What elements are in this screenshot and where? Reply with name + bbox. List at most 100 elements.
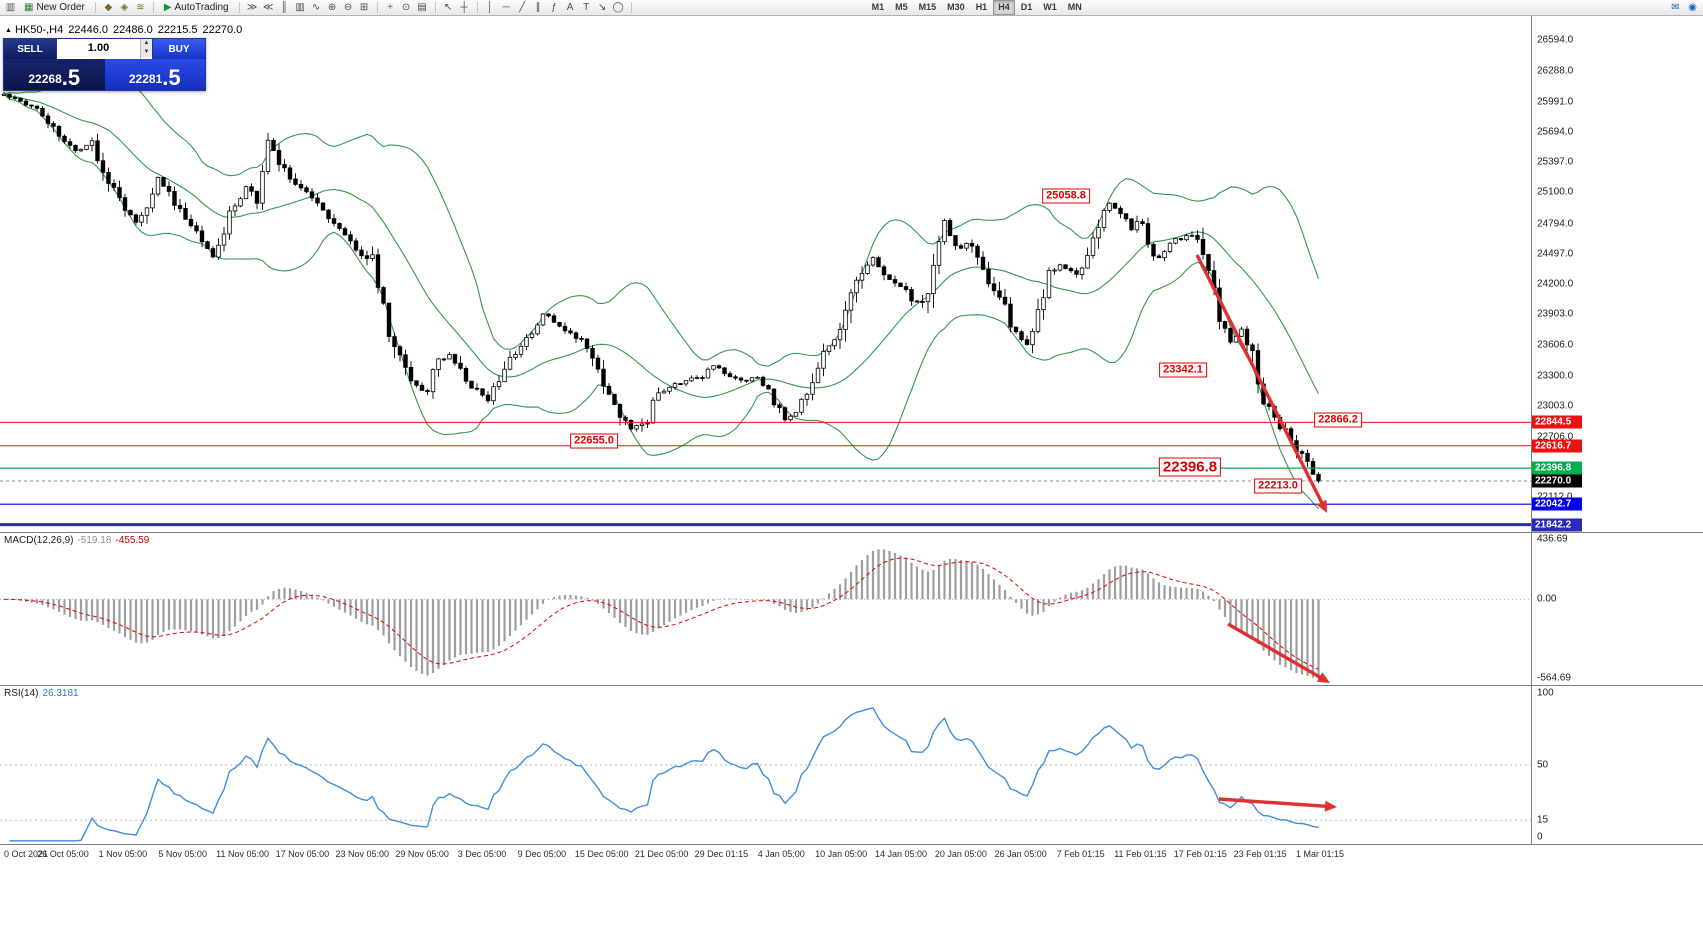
autoscroll-icon[interactable]: ≫ [246, 1, 258, 13]
price-tag[interactable]: 21842.2 [1532, 518, 1582, 532]
timeframe-button-m15[interactable]: M15 [918, 2, 937, 12]
price-annotation[interactable]: 25058.8 [1042, 188, 1090, 204]
sell-button[interactable]: SELL [4, 39, 56, 59]
rsi-panel[interactable] [0, 686, 1531, 844]
zoom-out-icon[interactable]: ⊖ [343, 1, 353, 13]
candles-icon[interactable]: ▥ [295, 1, 305, 13]
mail-icon[interactable]: ✉ [1671, 1, 1680, 13]
panel-separator[interactable] [0, 532, 1703, 533]
trend-arrow[interactable] [1195, 254, 1327, 513]
price-annotation[interactable]: 22655.0 [570, 433, 618, 449]
candle [991, 276, 997, 296]
fibonacci-icon[interactable]: ƒ [551, 1, 557, 13]
volume-up-icon[interactable]: ▲ [141, 39, 152, 48]
candle [436, 357, 441, 377]
text-icon[interactable]: A [566, 1, 574, 13]
timeframe-button-h1[interactable]: H1 [975, 2, 988, 12]
candlestick-chart[interactable] [0, 15, 1531, 532]
price-annotation[interactable]: 23342.1 [1159, 362, 1207, 378]
one-click-collapse-icon[interactable]: ▲ [5, 27, 12, 34]
price-tag[interactable]: 22270.0 [1532, 474, 1582, 488]
candle [502, 361, 507, 383]
volume-stepper: ▲ ▼ [140, 39, 152, 59]
price-annotation[interactable]: 22213.0 [1254, 478, 1302, 494]
candle [562, 322, 568, 334]
signals-icon[interactable]: ≋ [136, 1, 145, 13]
candle [425, 388, 430, 396]
timeframe-button-mn[interactable]: MN [1067, 2, 1082, 12]
arrow-object-icon[interactable]: ↘ [597, 1, 607, 13]
price-annotation[interactable]: 22396.8 [1158, 457, 1222, 477]
timeframe-button-h4[interactable]: H4 [993, 0, 1015, 15]
bollinger-middle-band [3, 93, 1319, 398]
time-axis-separator [0, 844, 1703, 845]
price-annotation[interactable]: 22866.2 [1314, 412, 1362, 428]
candle [469, 380, 474, 389]
layouts-icon[interactable]: ◆ [104, 1, 113, 13]
timeframe-button-d1[interactable]: D1 [1020, 2, 1033, 12]
community-icon[interactable]: ◉ [1688, 1, 1697, 13]
timeframe-button-m1[interactable]: M1 [871, 2, 885, 12]
autotrading-button[interactable]: ▶ AutoTrading [159, 1, 234, 15]
chart-shift-icon[interactable]: ≪ [262, 1, 274, 13]
bar-chart-icon[interactable]: ║ [280, 1, 288, 13]
candle [612, 393, 617, 406]
price-tag[interactable]: 22616.7 [1532, 439, 1582, 453]
time-axis-label: 17 Feb 01:15 [1173, 849, 1227, 859]
indicators-add-icon[interactable]: + [387, 1, 394, 13]
candle [260, 165, 265, 210]
candle [837, 322, 843, 349]
candle [106, 167, 111, 192]
candle [386, 302, 392, 342]
shapes-icon[interactable]: ◯ [612, 1, 624, 13]
buy-price[interactable]: 22281.5 [104, 59, 205, 90]
candle [1030, 328, 1035, 354]
trend-arrow[interactable] [1227, 622, 1330, 683]
sell-price[interactable]: 22268.5 [4, 59, 105, 90]
candle [1019, 329, 1024, 342]
trend-arrow[interactable] [1218, 797, 1337, 812]
time-axis-label: 21 Dec 05:00 [634, 849, 689, 859]
trendline-icon[interactable]: ╱ [519, 1, 526, 13]
volume-down-icon[interactable]: ▼ [141, 48, 152, 57]
candle [1074, 267, 1079, 278]
label-icon[interactable]: T [583, 1, 590, 13]
candle [441, 357, 447, 362]
periods-icon[interactable]: ⊙ [401, 1, 411, 13]
time-axis-label: 10 Jan 05:00 [815, 849, 868, 859]
timeframe-button-w1[interactable]: W1 [1043, 2, 1057, 12]
candle [84, 144, 89, 151]
horizontal-line-icon[interactable]: ─ [502, 1, 510, 13]
volume-input[interactable]: 1.00 ▲ ▼ [56, 39, 153, 59]
candle [326, 209, 331, 223]
price-axis[interactable] [1532, 15, 1703, 845]
crosshair-icon[interactable]: ┼ [460, 1, 468, 13]
main-chart-panel[interactable] [0, 15, 1531, 532]
buy-button[interactable]: BUY [153, 39, 205, 59]
channel-icon[interactable]: ∥ [535, 1, 541, 13]
zoom-in-icon[interactable]: ⊕ [327, 1, 337, 13]
price-tag[interactable]: 22042.7 [1532, 497, 1582, 511]
candle [980, 251, 986, 271]
timeframe-button-m5[interactable]: M5 [895, 2, 908, 12]
candle [942, 218, 947, 245]
timeframe-button-m30[interactable]: M30 [947, 2, 965, 12]
new-order-button[interactable]: ▦ New Order [19, 1, 90, 15]
price-axis-label: 26594.0 [1537, 34, 1574, 46]
price-tag[interactable]: 22396.8 [1532, 461, 1582, 475]
cursor-icon[interactable]: ↖ [443, 1, 453, 13]
panel-separator[interactable] [0, 685, 1703, 686]
macd-panel[interactable] [0, 533, 1531, 685]
candle [661, 388, 667, 394]
candle [975, 244, 980, 265]
vertical-line-icon[interactable]: │ [487, 1, 494, 13]
candle [1035, 298, 1041, 334]
candle [150, 187, 155, 213]
price-tag[interactable]: 22844.5 [1532, 415, 1582, 429]
alerts-icon[interactable]: ◈ [120, 1, 129, 13]
candle [474, 383, 480, 391]
horizontal-level-lines[interactable] [0, 421, 1531, 527]
templates-icon[interactable]: ▤ [417, 1, 427, 13]
line-chart-icon[interactable]: ∿ [311, 1, 321, 13]
tile-windows-icon[interactable]: ⊞ [359, 1, 369, 13]
